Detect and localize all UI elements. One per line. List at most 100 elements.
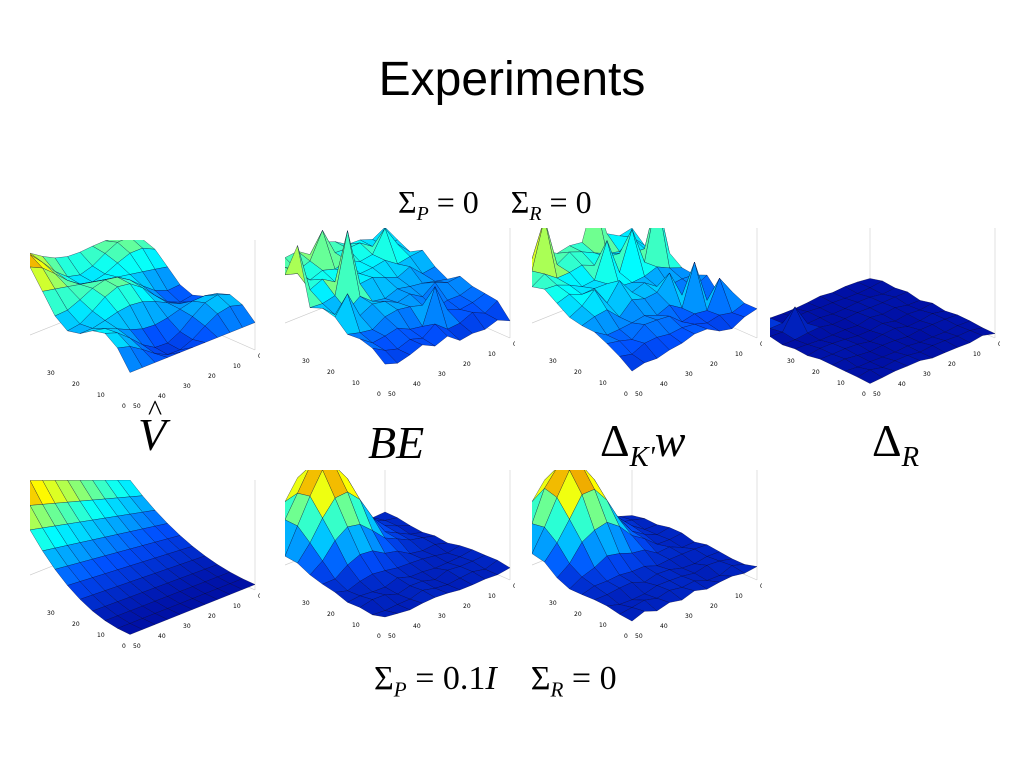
y-tick-label: 0 [122,643,126,650]
sigma-p-subscript: P [416,202,429,225]
x-tick-label: 40 [660,623,668,630]
x-tick-label: 40 [158,393,166,400]
sigma-r-value: = 0 [549,184,592,220]
y-tick-label: 20 [327,369,335,376]
sigma-symbol: Σ [510,184,530,220]
top-condition: ΣP = 0 ΣR = 0 [398,184,592,226]
plot-delta-r-top-surface: 21.510.505040302010001020304050 [770,228,1000,398]
y-tick-label: 0 [624,633,628,640]
plot-be-top: 21.510.505040302010001020304050 [285,228,515,403]
y-tick-label: 20 [327,611,335,618]
y-tick-label: 30 [302,358,310,365]
y-tick-label: 0 [377,633,381,640]
y-tick-label: 0 [122,403,126,410]
y-tick-label: 0 [624,391,628,398]
x-tick-label: 30 [183,383,191,390]
x-tick-label: 40 [413,381,421,388]
y-tick-label: 30 [787,358,795,365]
y-tick-label: 10 [837,380,845,387]
y-tick-label: 20 [812,369,820,376]
x-tick-label: 0 [513,341,515,348]
surface-facet [117,346,143,373]
x-tick-label: 30 [685,371,693,378]
x-tick-label: 30 [685,613,693,620]
v-variable: V [138,409,167,460]
x-tick-label: 0 [258,353,260,360]
plot-v-hat-top: 1510505040302010001020304050 [30,240,260,415]
surface-facet [857,369,883,384]
surface-facet [117,623,143,635]
y-tick-label: 20 [72,381,80,388]
x-tick-label: 20 [463,603,471,610]
x-tick-label: 50 [133,403,141,410]
y-tick-label: 10 [599,622,607,629]
be-text: BE [368,417,425,468]
x-tick-label: 20 [710,361,718,368]
x-tick-label: 10 [488,593,496,600]
identity-matrix: I [485,660,497,697]
plot-delta-kw-bottom-surface: 21.510.505040302010001020304050 [532,470,762,640]
delta-symbol: Δ [872,415,902,466]
sigma-symbol: Σ [374,660,394,697]
y-tick-label: 10 [97,632,105,639]
label-v-hat: ^ V [138,394,167,461]
y-tick-label: 20 [72,621,80,628]
x-tick-label: 30 [183,623,191,630]
x-tick-label: 10 [735,351,743,358]
sigma-p-subscript: P [393,677,407,702]
x-tick-label: 20 [710,603,718,610]
y-tick-label: 0 [862,391,866,398]
plot-delta-r-top: 21.510.505040302010001020304050 [770,228,1000,403]
sigma-p-value: = 0.1 [415,660,486,697]
x-tick-label: 0 [258,593,260,600]
x-tick-label: 10 [735,593,743,600]
plot-delta-kw-top-surface: 21.510.505040302010001020304050 [532,228,762,398]
x-tick-label: 20 [463,361,471,368]
surface-facet [619,607,645,622]
sigma-r-subscript: R [550,677,564,702]
sigma-r-value: = 0 [571,660,617,697]
x-tick-label: 40 [158,633,166,640]
x-tick-label: 30 [438,371,446,378]
x-tick-label: 20 [208,373,216,380]
y-tick-label: 0 [377,391,381,398]
y-tick-label: 20 [574,611,582,618]
x-tick-label: 0 [760,583,762,590]
x-tick-label: 50 [133,643,141,650]
x-tick-label: 50 [388,391,396,398]
hat-symbol: ^ [148,394,163,427]
x-tick-label: 40 [413,623,421,630]
x-tick-label: 50 [388,633,396,640]
x-tick-label: 20 [208,613,216,620]
slide-title: Experiments [378,53,646,106]
label-delta-kw: ΔK'w [600,414,685,474]
y-tick-label: 10 [97,392,105,399]
sigma-p-value: = 0 [436,184,479,220]
plot-be-bottom: 21.510.505040302010001020304050 [285,470,515,645]
x-tick-label: 0 [513,583,515,590]
x-tick-label: 10 [973,351,981,358]
sigma-symbol: Σ [530,660,551,697]
plot-delta-kw-bottom: 21.510.505040302010001020304050 [532,470,762,645]
label-be: BE [368,416,424,469]
x-tick-label: 50 [635,633,643,640]
y-tick-label: 30 [302,600,310,607]
sigma-symbol: Σ [398,184,417,220]
surface-facet [372,348,398,365]
y-tick-label: 30 [47,610,55,617]
y-tick-label: 30 [47,370,55,377]
plot-be-bottom-surface: 21.510.505040302010001020304050 [285,470,515,640]
y-tick-label: 10 [599,380,607,387]
delta-kw-subscript: K' [629,441,655,473]
x-tick-label: 10 [233,603,241,610]
w-variable: w [654,415,686,466]
x-tick-label: 10 [233,363,241,370]
delta-r-subscript: R [901,441,920,473]
x-tick-label: 0 [998,341,1000,348]
surface-facet [372,610,399,618]
y-tick-label: 20 [574,369,582,376]
plot-v-hat-top-surface: 1510505040302010001020304050 [30,240,260,410]
plot-v-hat-bottom: 1510505040302010001020304050 [30,480,260,655]
x-tick-label: 30 [923,371,931,378]
